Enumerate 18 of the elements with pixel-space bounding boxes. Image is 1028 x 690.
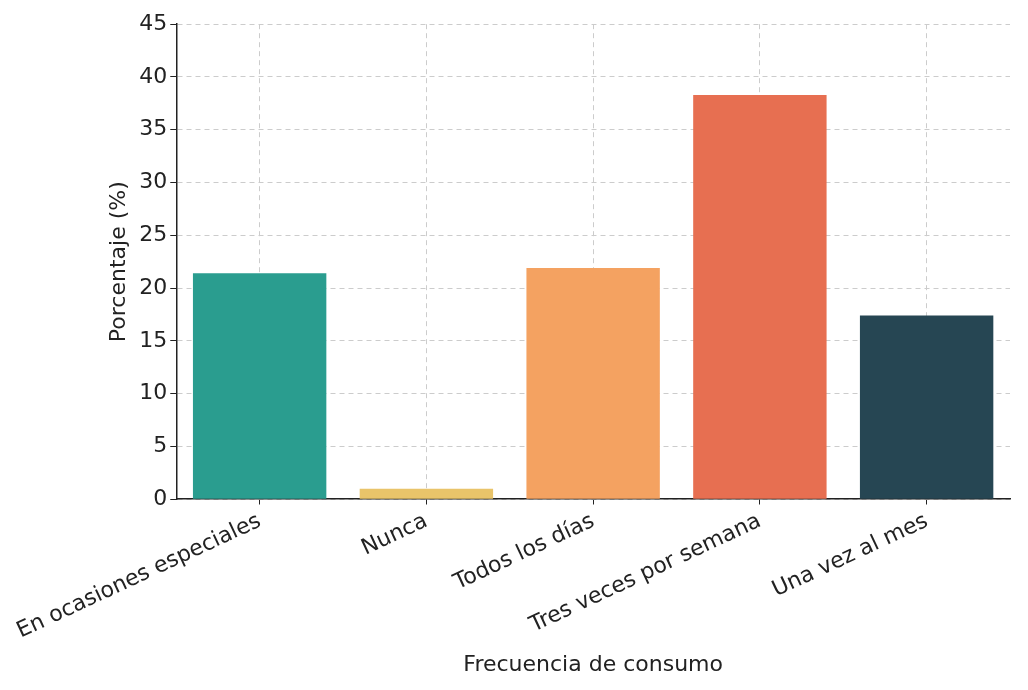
y-tick-label: 0 xyxy=(153,484,168,510)
bar xyxy=(359,488,494,499)
y-tick-label: 5 xyxy=(153,432,168,458)
y-tick-label: 45 xyxy=(139,9,168,35)
bar xyxy=(693,94,827,499)
y-tick-label: 20 xyxy=(139,273,168,299)
y-tick-label: 25 xyxy=(139,221,168,247)
y-tick-label: 40 xyxy=(139,62,168,88)
bar xyxy=(526,268,660,499)
y-tick-label: 35 xyxy=(139,115,168,141)
y-axis-title: Porcentaje (%) xyxy=(104,181,130,343)
y-tick-label: 30 xyxy=(139,168,168,194)
x-axis-title: Frecuencia de consumo xyxy=(463,650,723,676)
y-tick-label: 15 xyxy=(139,326,168,352)
y-tick-label: 10 xyxy=(139,379,168,405)
bar xyxy=(859,315,994,499)
x-tick-label: Una vez al mes xyxy=(767,507,932,602)
bar xyxy=(192,273,327,499)
